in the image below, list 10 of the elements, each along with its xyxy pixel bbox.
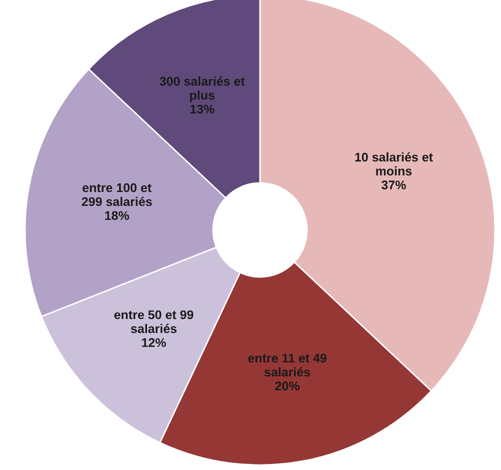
- slice-label: entre 100 et 299 salariés: [82, 183, 152, 206]
- slice-label: 10 salariés et moins: [355, 152, 433, 176]
- data-label: 37%: [381, 180, 406, 190]
- slice-label: entre 50 et 99 salariés: [114, 310, 194, 334]
- slice-label: 300 salariés et plus: [160, 76, 245, 102]
- slice-label: entre 11 et 49 salariés: [248, 354, 326, 376]
- data-label: 12%: [142, 338, 166, 347]
- data-label: 18%: [105, 211, 130, 220]
- data-label: 20%: [275, 382, 300, 390]
- data-label: 13%: [190, 104, 214, 114]
